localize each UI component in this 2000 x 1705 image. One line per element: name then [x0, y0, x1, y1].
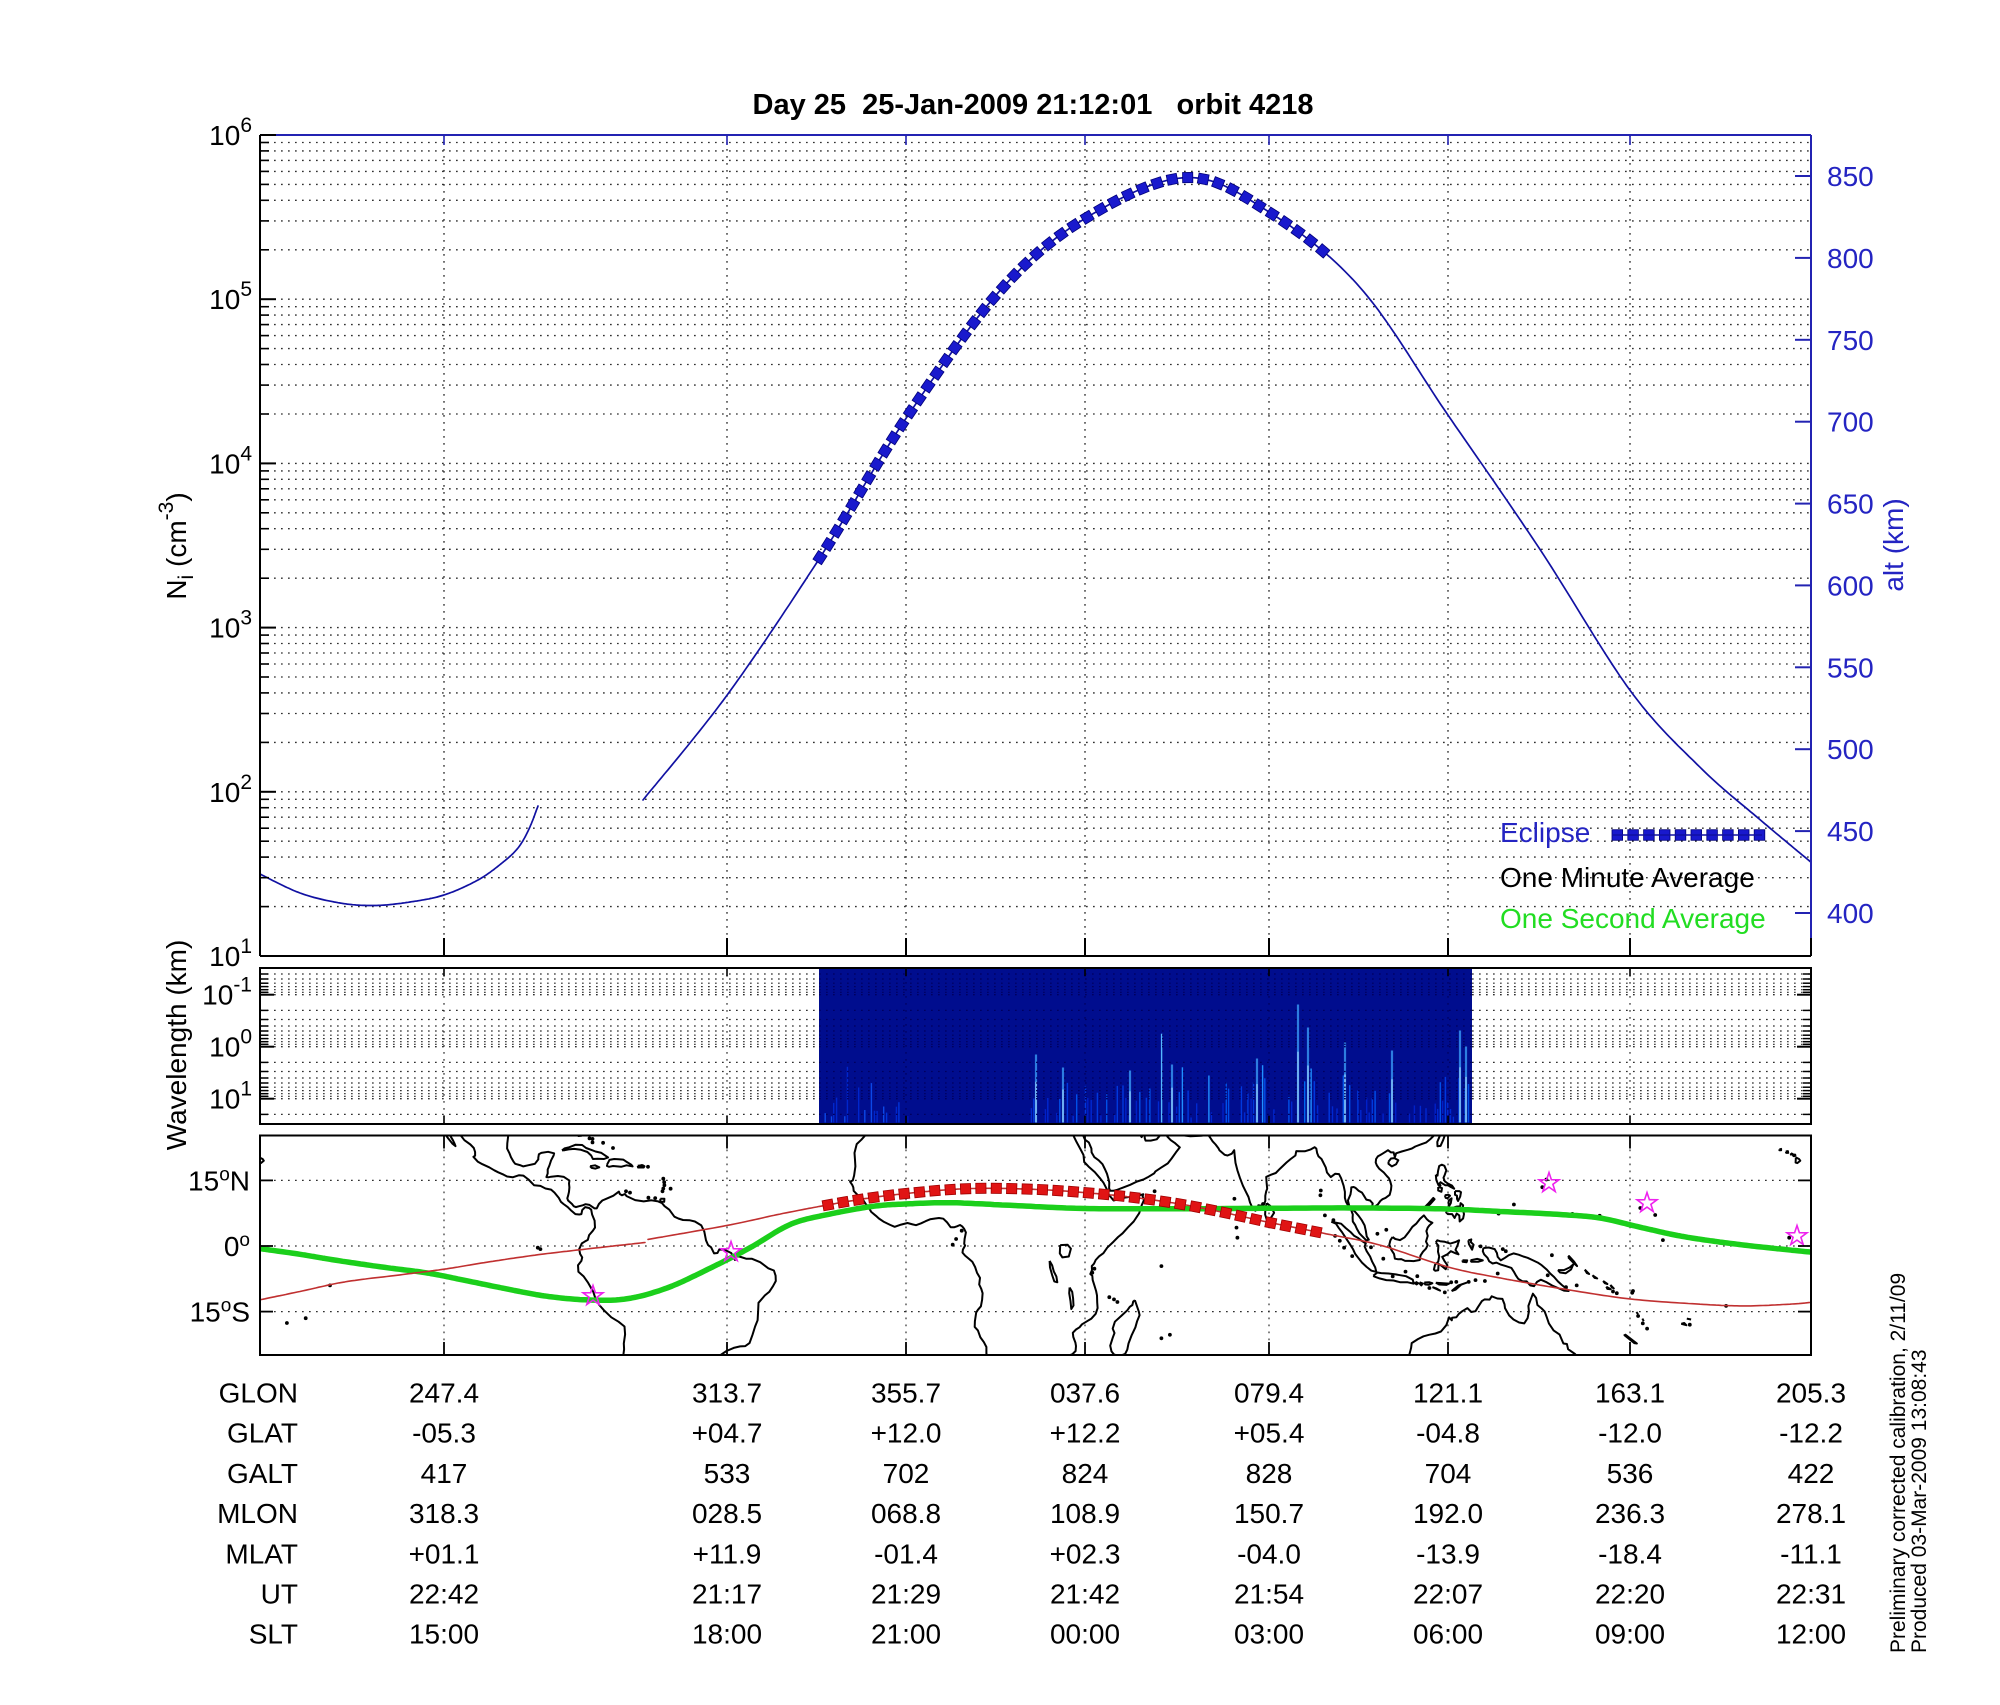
svg-text:Produced 03-Mar-2009 13:08:43: Produced 03-Mar-2009 13:08:43 — [1908, 1349, 1931, 1653]
svg-text:One Minute Average: One Minute Average — [1500, 862, 1755, 893]
svg-text:18:00: 18:00 — [692, 1619, 762, 1650]
svg-text:828: 828 — [1246, 1458, 1293, 1489]
svg-text:MLON: MLON — [217, 1498, 298, 1529]
svg-text:422: 422 — [1788, 1458, 1835, 1489]
svg-text:500: 500 — [1827, 734, 1874, 765]
svg-text:150.7: 150.7 — [1234, 1498, 1304, 1529]
svg-text:One Second Average: One Second Average — [1500, 903, 1766, 934]
svg-text:247.4: 247.4 — [409, 1378, 479, 1409]
svg-text:533: 533 — [704, 1458, 751, 1489]
svg-text:450: 450 — [1827, 816, 1874, 847]
svg-text:108.9: 108.9 — [1050, 1498, 1120, 1529]
svg-text:800: 800 — [1827, 243, 1874, 274]
svg-text:+11.9: +11.9 — [693, 1538, 762, 1569]
svg-text:205.3: 205.3 — [1776, 1378, 1846, 1409]
svg-text:+12.0: +12.0 — [871, 1418, 942, 1449]
svg-text:MLAT: MLAT — [225, 1538, 298, 1569]
svg-text:22:07: 22:07 — [1413, 1579, 1483, 1610]
svg-text:318.3: 318.3 — [409, 1498, 479, 1529]
svg-text:GLAT: GLAT — [227, 1418, 298, 1449]
svg-text:536: 536 — [1607, 1458, 1654, 1489]
svg-text:+02.3: +02.3 — [1050, 1538, 1121, 1569]
svg-text:192.0: 192.0 — [1413, 1498, 1483, 1529]
svg-text:-18.4: -18.4 — [1598, 1538, 1662, 1569]
svg-text:704: 704 — [1425, 1458, 1472, 1489]
svg-text:-12.2: -12.2 — [1779, 1418, 1843, 1449]
svg-text:21:54: 21:54 — [1234, 1579, 1304, 1610]
svg-text:GALT: GALT — [227, 1458, 298, 1489]
svg-text:06:00: 06:00 — [1413, 1619, 1483, 1650]
svg-text:21:42: 21:42 — [1050, 1579, 1120, 1610]
svg-text:163.1: 163.1 — [1595, 1378, 1665, 1409]
svg-text:+12.2: +12.2 — [1050, 1418, 1121, 1449]
svg-text:-04.8: -04.8 — [1416, 1418, 1480, 1449]
svg-text:22:31: 22:31 — [1776, 1579, 1846, 1610]
svg-text:15:00: 15:00 — [409, 1619, 479, 1650]
svg-text:068.8: 068.8 — [871, 1498, 941, 1529]
svg-text:SLT: SLT — [249, 1619, 298, 1650]
svg-text:-04.0: -04.0 — [1237, 1538, 1301, 1569]
svg-text:121.1: 121.1 — [1413, 1378, 1483, 1409]
svg-text:550: 550 — [1827, 652, 1874, 683]
svg-text:UT: UT — [261, 1579, 298, 1610]
svg-text:313.7: 313.7 — [692, 1378, 762, 1409]
svg-text:Preliminary corrected calibrat: Preliminary corrected calibration, 2/11/… — [1887, 1273, 1910, 1653]
svg-text:850: 850 — [1827, 161, 1874, 192]
svg-text:600: 600 — [1827, 570, 1874, 601]
svg-text:alt (km): alt (km) — [1878, 498, 1909, 591]
svg-text:03:00: 03:00 — [1234, 1619, 1304, 1650]
svg-text:-13.9: -13.9 — [1416, 1538, 1480, 1569]
svg-text:15oN: 15oN — [188, 1164, 250, 1196]
svg-text:355.7: 355.7 — [871, 1378, 941, 1409]
svg-text:21:29: 21:29 — [871, 1579, 941, 1610]
svg-text:+05.4: +05.4 — [1234, 1418, 1305, 1449]
svg-text:Ni (cm-3): Ni (cm-3) — [155, 492, 198, 599]
svg-text:+04.7: +04.7 — [692, 1418, 763, 1449]
svg-text:22:20: 22:20 — [1595, 1579, 1665, 1610]
svg-text:417: 417 — [421, 1458, 468, 1489]
svg-text:037.6: 037.6 — [1050, 1378, 1120, 1409]
svg-text:21:00: 21:00 — [871, 1619, 941, 1650]
svg-text:700: 700 — [1827, 407, 1874, 438]
svg-text:-11.1: -11.1 — [1780, 1538, 1842, 1569]
svg-text:12:00: 12:00 — [1776, 1619, 1846, 1650]
svg-text:824: 824 — [1062, 1458, 1109, 1489]
svg-text:278.1: 278.1 — [1776, 1498, 1846, 1529]
svg-text:106: 106 — [209, 114, 252, 151]
svg-text:-12.0: -12.0 — [1598, 1418, 1662, 1449]
svg-text:750: 750 — [1827, 325, 1874, 356]
svg-text:Wavelength (km): Wavelength (km) — [161, 940, 192, 1151]
svg-text:22:42: 22:42 — [409, 1579, 479, 1610]
svg-text:702: 702 — [883, 1458, 930, 1489]
svg-text:-01.4: -01.4 — [874, 1538, 938, 1569]
svg-text:21:17: 21:17 — [692, 1579, 762, 1610]
svg-text:09:00: 09:00 — [1595, 1619, 1665, 1650]
svg-text:GLON: GLON — [219, 1378, 298, 1409]
svg-text:236.3: 236.3 — [1595, 1498, 1665, 1529]
svg-text:-05.3: -05.3 — [412, 1418, 476, 1449]
svg-text:650: 650 — [1827, 489, 1874, 520]
svg-text:028.5: 028.5 — [692, 1498, 762, 1529]
svg-text:400: 400 — [1827, 898, 1874, 929]
svg-text:00:00: 00:00 — [1050, 1619, 1120, 1650]
svg-text:079.4: 079.4 — [1234, 1378, 1304, 1409]
svg-text:Day 25 25-Jan-2009 21:12:01: Day 25 25-Jan-2009 21:12:01 orbit 4218 — [753, 89, 1314, 121]
svg-text:15oS: 15oS — [190, 1296, 250, 1328]
svg-text:Eclipse: Eclipse — [1500, 817, 1590, 848]
svg-text:+01.1: +01.1 — [409, 1538, 480, 1569]
